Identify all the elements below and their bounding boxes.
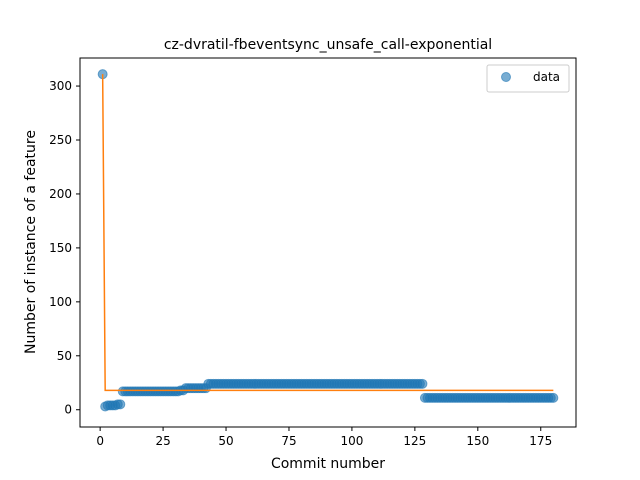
y-tick-label: 150 (49, 241, 72, 255)
y-tick-label: 100 (49, 295, 72, 309)
data-point (417, 378, 428, 389)
x-tick-label: 25 (155, 434, 170, 448)
x-tick-label: 50 (218, 434, 233, 448)
y-axis-label: Number of instance of a feature (23, 130, 39, 354)
x-axis: 0 25 50 75 100 125 150 175 (96, 427, 552, 448)
x-axis-label: Commit number (271, 456, 385, 472)
y-tick-label: 250 (49, 133, 72, 147)
y-axis: 0 50 100 150 200 250 300 (49, 79, 80, 417)
y-tick-label: 300 (49, 79, 72, 93)
chart-title: cz-dvratil-fbeventsync_unsafe_call-expon… (164, 37, 492, 53)
y-tick-label: 50 (57, 349, 72, 363)
data-point (115, 399, 126, 410)
y-tick-label: 0 (64, 403, 72, 417)
data-series (97, 69, 559, 412)
plot-area (97, 69, 559, 412)
data-point (548, 392, 559, 403)
fit-line (101, 74, 554, 392)
x-tick-label: 175 (529, 434, 552, 448)
legend-marker-data (501, 72, 511, 82)
x-tick-label: 0 (96, 434, 104, 448)
legend: data (486, 64, 570, 93)
axes-frame (79, 57, 577, 428)
x-tick-label: 150 (466, 434, 489, 448)
x-tick-label: 75 (281, 434, 296, 448)
legend-label-data: data (533, 70, 560, 84)
x-tick-label: 100 (340, 434, 363, 448)
y-tick-label: 200 (49, 187, 72, 201)
x-tick-label: 125 (403, 434, 426, 448)
legend-box (486, 64, 570, 93)
